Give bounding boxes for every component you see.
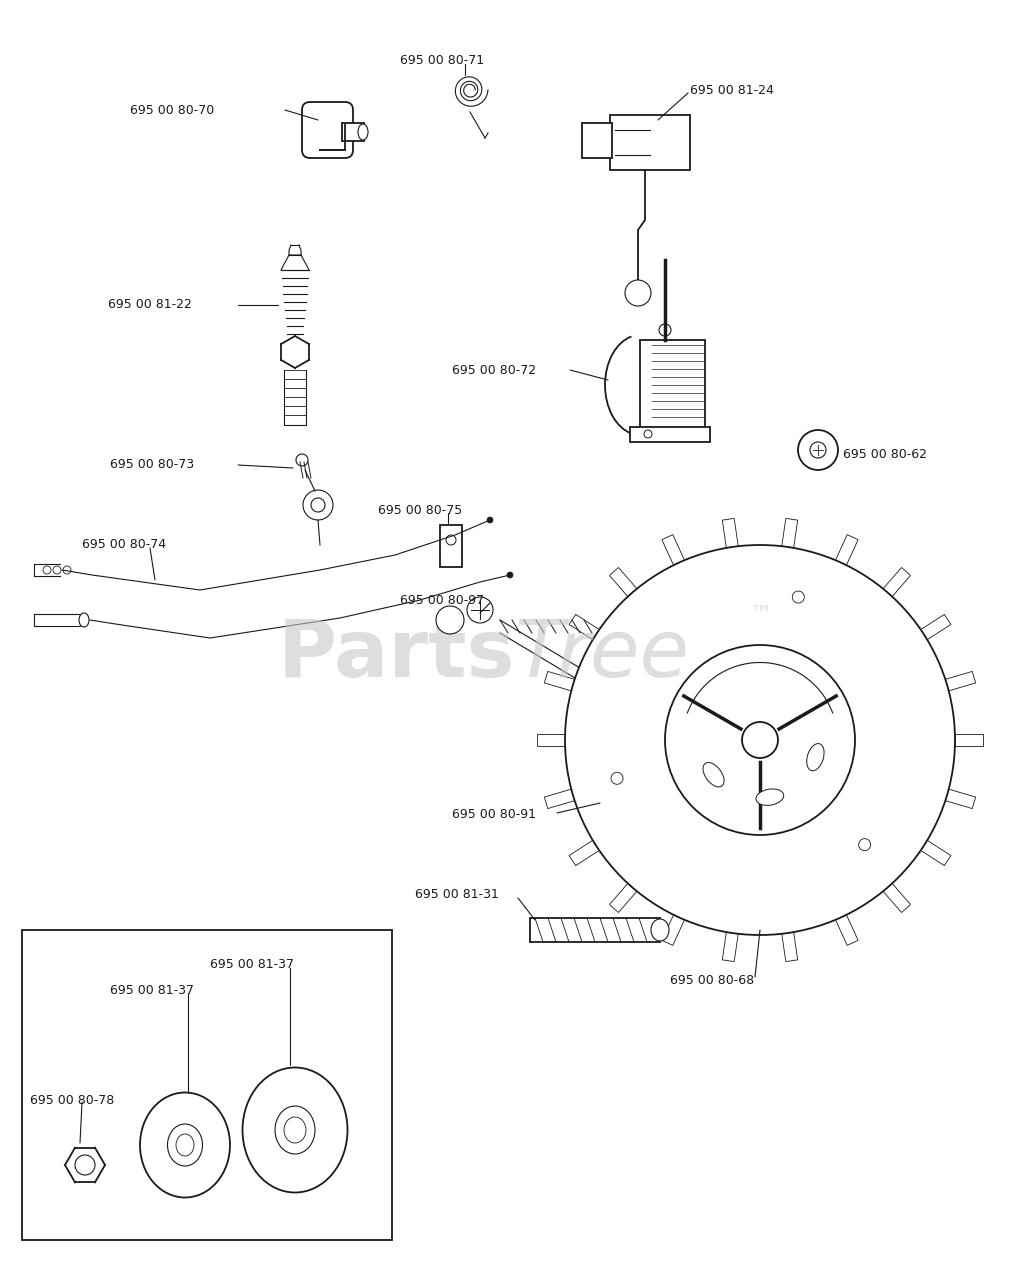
Circle shape [665, 645, 855, 835]
Ellipse shape [284, 1117, 306, 1143]
Circle shape [311, 498, 325, 512]
Bar [610, 115, 690, 170]
Text: 695 00 80-75: 695 00 80-75 [378, 503, 462, 517]
Text: 695 00 81-37: 695 00 81-37 [110, 983, 194, 997]
Ellipse shape [756, 788, 784, 805]
Circle shape [565, 545, 955, 934]
Text: 695 00 81-31: 695 00 81-31 [415, 888, 499, 901]
Circle shape [810, 442, 826, 458]
Ellipse shape [358, 124, 368, 140]
Text: 695 00 80-62: 695 00 80-62 [843, 448, 927, 462]
Polygon shape [570, 614, 599, 640]
Polygon shape [782, 518, 797, 548]
Ellipse shape [140, 1093, 230, 1198]
Polygon shape [883, 567, 911, 596]
Circle shape [43, 566, 52, 573]
Polygon shape [610, 883, 637, 913]
Circle shape [859, 838, 870, 851]
Bar [530, 918, 660, 942]
Text: 695 00 81-24: 695 00 81-24 [690, 83, 774, 96]
Text: A: A [446, 614, 454, 625]
Polygon shape [921, 841, 951, 865]
Circle shape [798, 430, 838, 470]
Polygon shape [835, 535, 858, 564]
Polygon shape [610, 567, 637, 596]
Polygon shape [946, 790, 975, 809]
Polygon shape [722, 932, 739, 961]
Polygon shape [544, 672, 575, 691]
Ellipse shape [168, 1124, 203, 1166]
Circle shape [644, 430, 652, 438]
Circle shape [75, 1155, 95, 1175]
Circle shape [296, 454, 308, 466]
Bar [630, 428, 710, 442]
Text: 695 00 80-74: 695 00 80-74 [82, 539, 166, 552]
Ellipse shape [703, 763, 724, 787]
Text: 695 00 80-91: 695 00 80-91 [452, 809, 536, 822]
Circle shape [487, 517, 493, 524]
Polygon shape [955, 733, 983, 746]
Bar [22, 931, 392, 1240]
Circle shape [659, 324, 671, 335]
Circle shape [611, 772, 623, 785]
Text: 695 00 80-72: 695 00 80-72 [452, 364, 537, 376]
Ellipse shape [79, 613, 89, 627]
Circle shape [303, 490, 333, 520]
Polygon shape [883, 883, 911, 913]
Text: A: A [634, 288, 642, 298]
Circle shape [53, 566, 61, 573]
Bar [640, 340, 705, 430]
Text: ™: ™ [750, 605, 772, 625]
Text: 695 00 81-37: 695 00 81-37 [210, 959, 294, 972]
Text: 695 00 80-73: 695 00 80-73 [110, 458, 194, 471]
Circle shape [446, 535, 456, 545]
Circle shape [625, 280, 651, 306]
Text: Parts: Parts [277, 616, 515, 694]
Bar [342, 123, 364, 141]
Text: 695 00 80-78: 695 00 80-78 [30, 1093, 114, 1106]
Bar [582, 123, 612, 157]
Text: 695 00 80-97: 695 00 80-97 [400, 594, 484, 607]
Text: 695 00 80-70: 695 00 80-70 [130, 104, 214, 116]
Polygon shape [544, 790, 575, 809]
Polygon shape [946, 672, 975, 691]
Polygon shape [782, 932, 797, 961]
Text: 695 00 80-68: 695 00 80-68 [670, 974, 754, 987]
Text: 695 00 80-71: 695 00 80-71 [400, 54, 484, 67]
Text: 695 00 81-22: 695 00 81-22 [108, 298, 192, 311]
Polygon shape [835, 915, 858, 946]
Ellipse shape [651, 919, 670, 941]
Polygon shape [662, 535, 685, 564]
Ellipse shape [242, 1068, 347, 1193]
FancyBboxPatch shape [594, 790, 628, 812]
Polygon shape [537, 733, 565, 746]
Circle shape [792, 591, 804, 603]
Text: Tree: Tree [515, 616, 690, 694]
Polygon shape [921, 614, 951, 640]
Polygon shape [570, 841, 599, 865]
FancyBboxPatch shape [302, 102, 353, 157]
Ellipse shape [176, 1134, 194, 1156]
Circle shape [742, 722, 778, 758]
Circle shape [467, 596, 493, 623]
Circle shape [507, 572, 513, 579]
Bar [440, 525, 462, 567]
Polygon shape [662, 915, 685, 946]
Circle shape [436, 605, 464, 634]
Polygon shape [722, 518, 739, 548]
Circle shape [63, 566, 71, 573]
Ellipse shape [275, 1106, 315, 1155]
Ellipse shape [806, 744, 824, 771]
